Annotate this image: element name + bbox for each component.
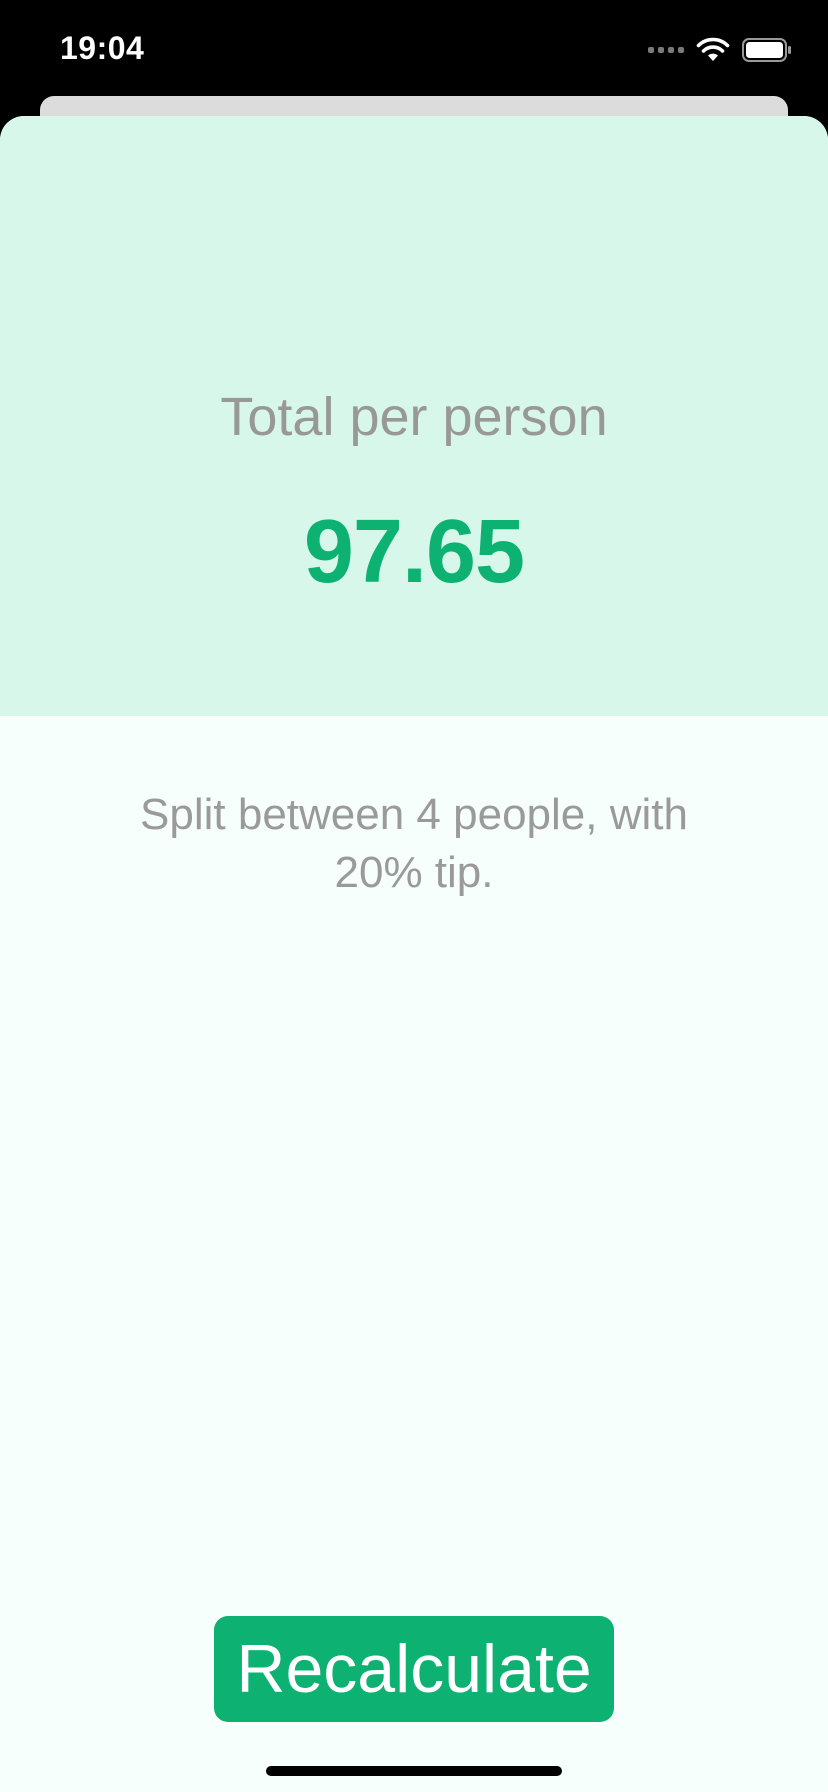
split-summary: Split between 4 people, with 20% tip.: [140, 790, 688, 897]
home-indicator[interactable]: [266, 1766, 562, 1776]
total-per-person-amount: 97.65: [303, 502, 525, 602]
total-per-person-label: Total per person: [220, 387, 608, 447]
status-bar: 19:04: [0, 0, 828, 96]
result-panel: Total per person 97.65: [0, 116, 828, 716]
status-icons: [648, 36, 792, 64]
status-time: 19:04: [60, 30, 145, 66]
recalculate-button[interactable]: Recalculate: [214, 1616, 614, 1722]
result-sheet: Total per person 97.65 Split between 4 p…: [0, 116, 828, 1792]
signal-icon: [648, 47, 684, 53]
wifi-icon: [696, 37, 730, 61]
battery-icon: [742, 38, 791, 62]
